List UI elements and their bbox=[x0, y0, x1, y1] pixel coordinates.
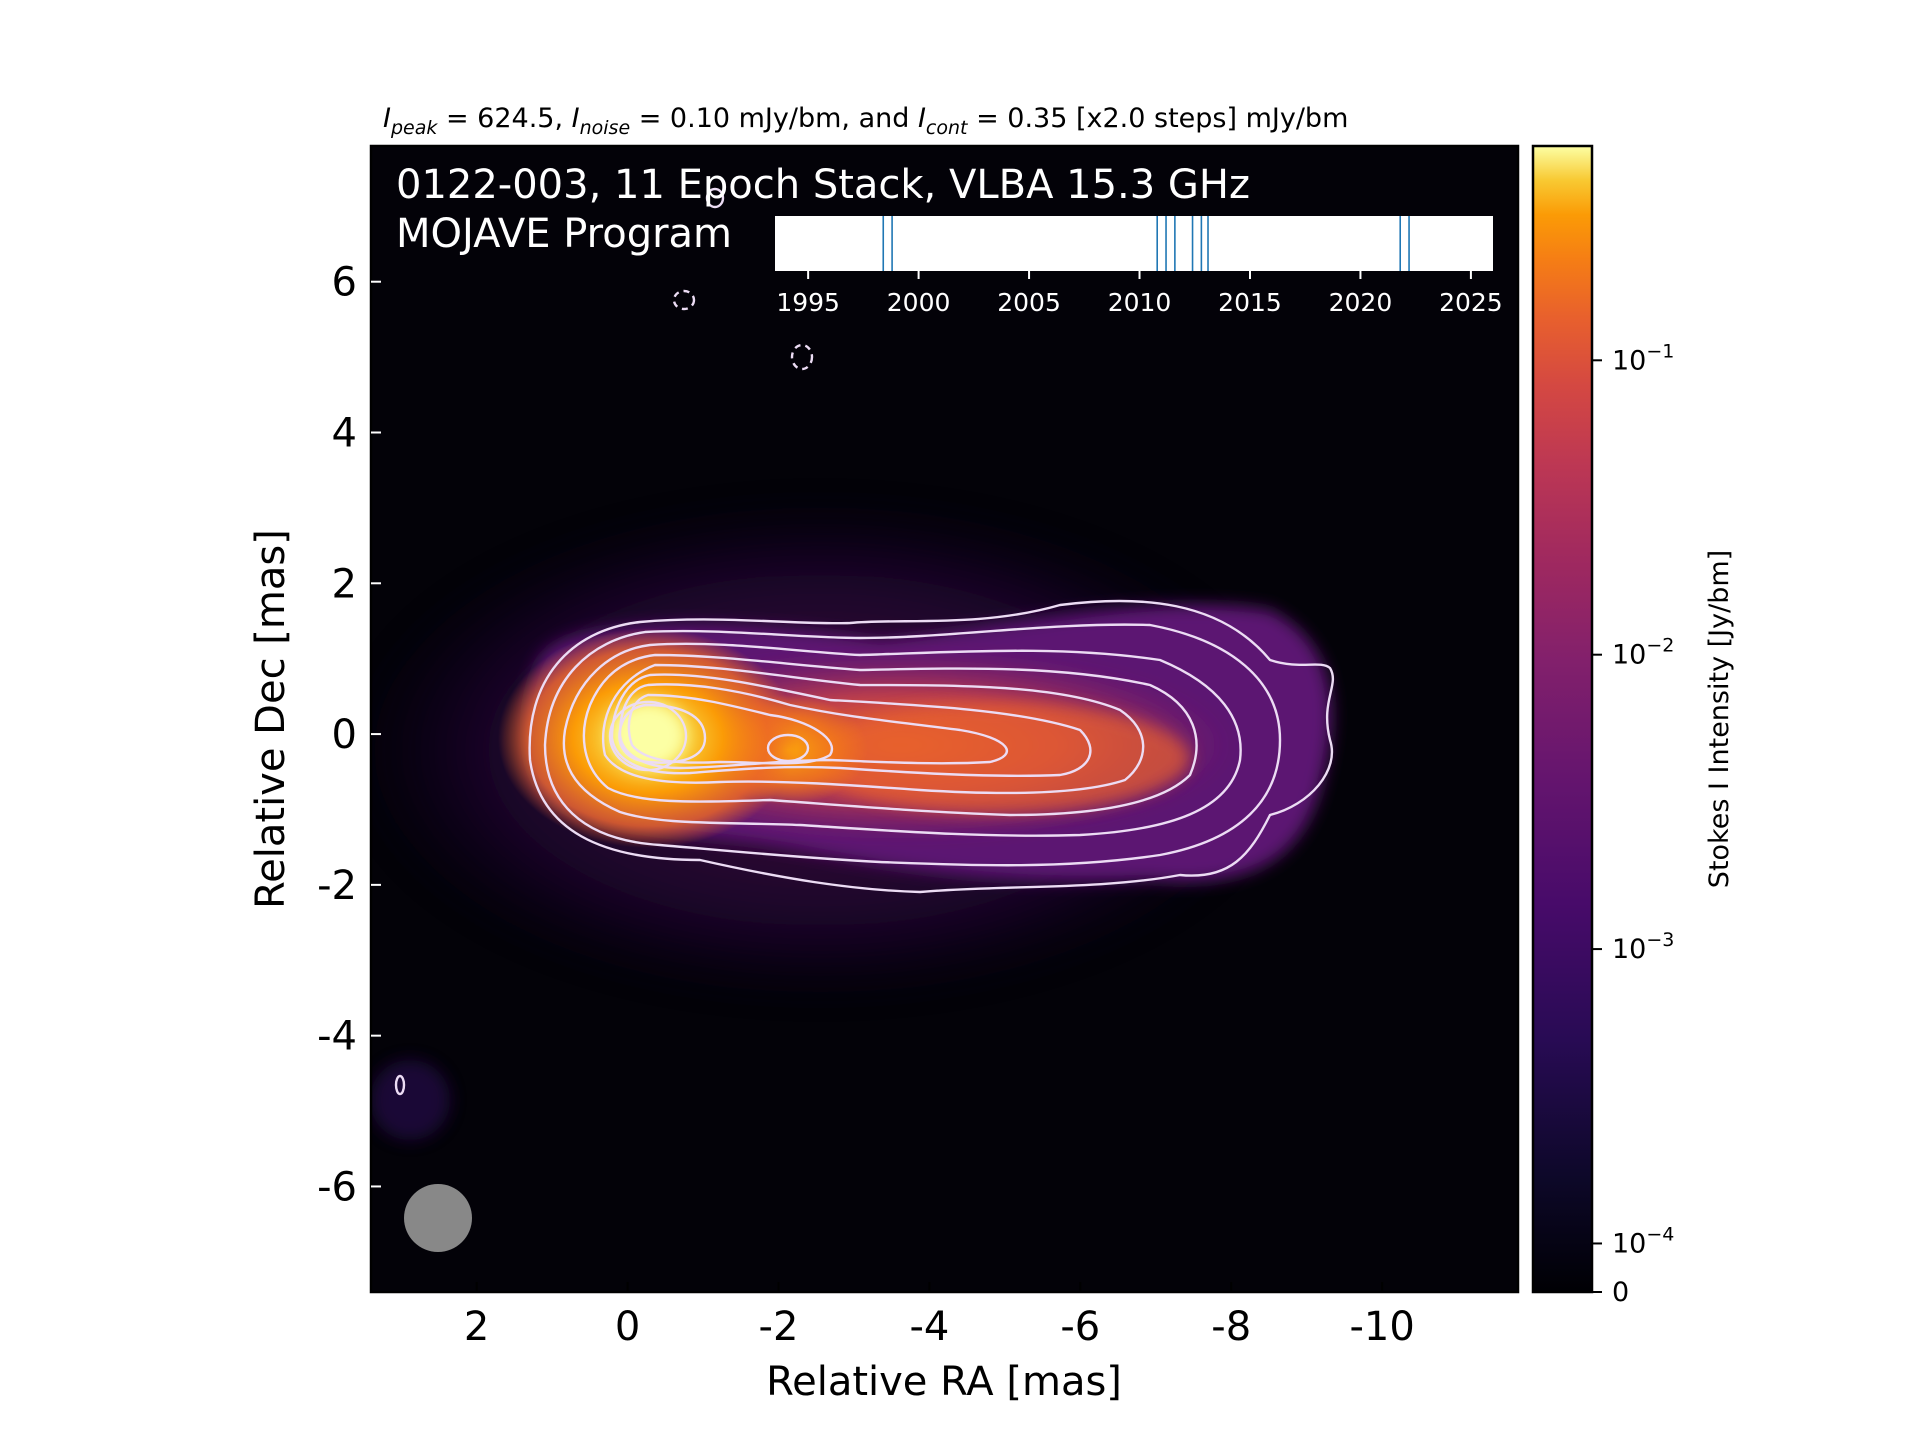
x-tick-label: 0 bbox=[615, 1304, 640, 1350]
contour-line bbox=[528, 599, 1335, 894]
beam-ellipse bbox=[404, 1184, 472, 1252]
timeline-ticks: 1995 2000 2005 2010 2015 2020 2025 bbox=[776, 271, 1503, 317]
colorbar: 10−1 10−2 10−3 10−4 0 Stokes I Intensity [Jy… bbox=[1531, 144, 1735, 1308]
timeline-tick-label: 1995 bbox=[776, 288, 840, 317]
colorbar-label: Stokes I Intensity [Jy/bm] bbox=[1704, 550, 1735, 888]
y-tick-label: 2 bbox=[332, 561, 357, 607]
contour-line bbox=[582, 653, 1198, 817]
x-tick-label: 2 bbox=[464, 1304, 489, 1350]
emission-map bbox=[371, 500, 1332, 1140]
contour-line bbox=[618, 703, 707, 764]
contour-line bbox=[610, 673, 1092, 778]
colorbar-tick-label: 10−1 bbox=[1612, 340, 1674, 376]
timeline-tick-label: 2005 bbox=[997, 288, 1061, 317]
y-tick-label: -6 bbox=[317, 1164, 357, 1210]
contour-line bbox=[672, 289, 696, 311]
x-axis: 2 0 -2 -4 -6 -8 -10 bbox=[464, 1282, 1415, 1350]
contours bbox=[394, 187, 1335, 1096]
y-axis-label: Relative Dec [mas] bbox=[248, 529, 294, 909]
x-tick-label: -10 bbox=[1349, 1304, 1414, 1350]
contour-line bbox=[627, 693, 834, 765]
epoch-lines bbox=[882, 216, 1410, 271]
contour-line bbox=[543, 623, 1282, 867]
contour-line bbox=[562, 642, 1242, 837]
timeline-tick-label: 2020 bbox=[1329, 288, 1393, 317]
colorbar-tick-label: 10−4 bbox=[1612, 1223, 1674, 1259]
image-panel bbox=[371, 146, 1518, 1292]
top-title: Ipeak = 624.5, Inoise = 0.10 mJy/bm, and… bbox=[383, 103, 1348, 139]
contour-line bbox=[790, 343, 814, 371]
contour-line bbox=[608, 700, 688, 772]
timeline-tick-label: 2015 bbox=[1218, 288, 1282, 317]
y-tick-label: 0 bbox=[332, 712, 357, 758]
timeline-tick-label: 2010 bbox=[1108, 288, 1172, 317]
colorbar-tick-label: 10−3 bbox=[1612, 929, 1674, 965]
image-frame bbox=[369, 144, 1520, 1294]
y-tick-label: -4 bbox=[317, 1014, 357, 1060]
timeline-tick-label: 2000 bbox=[887, 288, 951, 317]
colorbar-fill bbox=[1533, 146, 1592, 1292]
y-tick-label: -2 bbox=[317, 863, 357, 909]
x-tick-label: -8 bbox=[1211, 1304, 1251, 1350]
colorbar-ticks: 10−1 10−2 10−3 10−4 0 bbox=[1592, 340, 1674, 1308]
y-tick-label: 4 bbox=[332, 411, 357, 457]
timeline-tick-label: 2025 bbox=[1439, 288, 1503, 317]
timeline-box bbox=[775, 216, 1493, 271]
x-axis-label: Relative RA [mas] bbox=[766, 1359, 1122, 1405]
program-title: MOJAVE Program bbox=[396, 211, 732, 257]
colorbar-tick-label: 10−2 bbox=[1612, 635, 1674, 671]
colorbar-zero-label: 0 bbox=[1612, 1277, 1629, 1308]
x-tick-label: -4 bbox=[909, 1304, 949, 1350]
x-tick-label: -6 bbox=[1060, 1304, 1100, 1350]
epoch-timeline: 1995 2000 2005 2010 2015 2020 2025 bbox=[775, 216, 1503, 317]
y-tick-label: 6 bbox=[332, 260, 357, 306]
colorbar-frame bbox=[1531, 144, 1594, 1294]
faint-patch bbox=[371, 1060, 450, 1140]
contour-line bbox=[601, 663, 1145, 795]
source-title: 0122-003, 11 Epoch Stack, VLBA 15.3 GHz bbox=[396, 162, 1250, 208]
x-tick-label: -2 bbox=[759, 1304, 799, 1350]
contour-line bbox=[394, 1074, 406, 1096]
y-axis: 6 4 2 0 -2 -4 -6 bbox=[317, 260, 381, 1210]
contour-line bbox=[766, 733, 810, 763]
contour-line bbox=[618, 683, 1009, 770]
contour-line bbox=[705, 187, 725, 209]
